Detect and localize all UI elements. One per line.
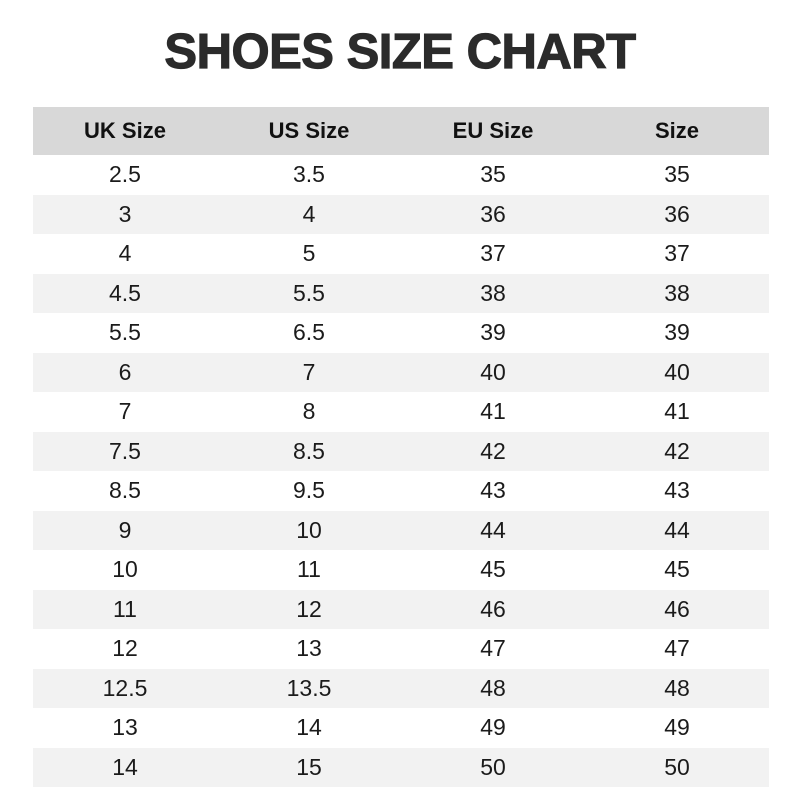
cell-us-size: 8.5 [293,437,325,464]
cell-us-size: 11 [297,556,321,583]
cell-eu-size: 42 [480,437,506,464]
cell-uk-size: 3 [118,200,132,227]
table-row: 11 12 46 46 [33,589,769,629]
cell-eu-size: 37 [480,240,506,267]
table-row: 3 4 36 36 [33,194,769,234]
cell-eu-size: 43 [480,477,506,504]
cell-eu-size: 41 [480,398,506,425]
cell-us-size: 9.5 [293,477,325,504]
table-row: 9 10 44 44 [33,510,769,550]
table-row: 12 13 47 47 [33,629,769,669]
cell-size: 39 [664,319,690,346]
cell-eu-size: 46 [480,595,506,622]
cell-eu-size: 39 [480,319,506,346]
cell-size: 49 [664,714,690,741]
cell-size: 37 [664,240,690,267]
cell-uk-size: 7.5 [109,437,141,464]
cell-size: 45 [664,556,690,583]
cell-eu-size: 44 [480,516,506,543]
size-chart-table: UK Size US Size EU Size Size 2.5 3.5 35 … [33,107,769,787]
cell-uk-size: 7 [118,398,132,425]
cell-us-size: 10 [296,516,322,543]
cell-eu-size: 35 [480,161,506,188]
table-row: 12.5 13.5 48 48 [33,668,769,708]
table-row: 4.5 5.5 38 38 [33,273,769,313]
cell-size: 42 [664,437,690,464]
cell-size: 35 [664,161,690,188]
cell-us-size: 8 [302,398,316,425]
cell-size: 47 [664,635,690,662]
cell-uk-size: 11 [113,595,137,622]
cell-us-size: 14 [296,714,322,741]
table-header: UK Size US Size EU Size Size [33,107,769,155]
cell-size: 40 [664,358,690,385]
cell-size: 41 [664,398,690,425]
cell-us-size: 5 [302,240,316,267]
cell-eu-size: 36 [480,200,506,227]
cell-us-size: 4 [302,200,316,227]
cell-size: 46 [664,595,690,622]
table-row: 8.5 9.5 43 43 [33,471,769,511]
cell-eu-size: 50 [480,753,506,780]
cell-eu-size: 40 [480,358,506,385]
table-row: 2.5 3.5 35 35 [33,155,769,195]
cell-size: 38 [664,279,690,306]
cell-uk-size: 12 [112,635,138,662]
table-row: 10 11 45 45 [33,550,769,590]
cell-uk-size: 5.5 [109,319,141,346]
cell-uk-size: 12.5 [102,674,148,701]
table-row: 13 14 49 49 [33,708,769,748]
cell-us-size: 15 [296,753,322,780]
cell-eu-size: 49 [480,714,506,741]
cell-us-size: 6.5 [293,319,325,346]
cell-us-size: 5.5 [293,279,325,306]
column-header-us-size: US Size [268,118,350,143]
cell-uk-size: 4 [118,240,132,267]
cell-uk-size: 8.5 [109,477,141,504]
cell-uk-size: 14 [112,753,138,780]
cell-uk-size: 13 [112,714,138,741]
cell-us-size: 13 [296,635,322,662]
cell-size: 44 [664,516,690,543]
table-row: 7.5 8.5 42 42 [33,431,769,471]
cell-eu-size: 38 [480,279,506,306]
table-header-row: UK Size US Size EU Size Size [33,107,769,155]
cell-eu-size: 48 [480,674,506,701]
cell-uk-size: 4.5 [109,279,141,306]
table-row: 5.5 6.5 39 39 [33,313,769,353]
cell-uk-size: 9 [118,516,132,543]
cell-size: 50 [664,753,690,780]
cell-us-size: 13.5 [286,674,332,701]
table-row: 4 5 37 37 [33,234,769,274]
table-body: 2.5 3.5 35 35 3 4 36 36 4 5 37 37 4.5 5.… [33,155,769,787]
cell-uk-size: 10 [112,556,138,583]
column-header-eu-size: EU Size [452,118,534,143]
table-row: 6 7 40 40 [33,352,769,392]
cell-eu-size: 47 [480,635,506,662]
cell-us-size: 3.5 [293,161,325,188]
column-header-uk-size: UK Size [84,118,166,143]
cell-size: 43 [664,477,690,504]
cell-size: 48 [664,674,690,701]
cell-us-size: 7 [302,358,316,385]
cell-size: 36 [664,200,690,227]
cell-us-size: 12 [296,595,322,622]
cell-uk-size: 6 [118,358,132,385]
cell-eu-size: 45 [480,556,506,583]
page-title: SHOES SIZE CHART [164,25,637,79]
table-row: 14 15 50 50 [33,747,769,787]
column-header-size: Size [654,118,700,143]
cell-uk-size: 2.5 [109,161,141,188]
table-row: 7 8 41 41 [33,392,769,432]
